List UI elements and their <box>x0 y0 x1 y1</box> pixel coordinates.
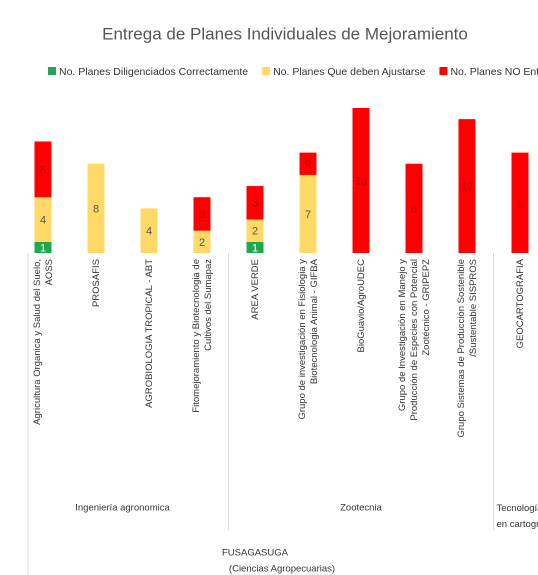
data-label: 3 <box>199 209 205 221</box>
bar-segment <box>34 141 52 198</box>
bar-segment <box>246 219 264 242</box>
data-label: 2 <box>305 159 311 171</box>
x-tick-label: Grupo Sistemas de Producción Sostenible/… <box>456 259 479 438</box>
bar-segment <box>34 241 52 253</box>
legend-label: No. Planes Que deben Ajustarse <box>273 66 426 78</box>
data-label: 9 <box>517 198 523 210</box>
data-label: 1 <box>40 242 46 254</box>
data-label: 2 <box>252 226 258 238</box>
legend-label: No. Planes Diligenciados Correctamente <box>59 66 248 78</box>
x-tick-label: GEOCARTOGRAFIA <box>515 258 526 348</box>
legend-swatch <box>262 67 271 75</box>
bar-segment <box>511 152 529 253</box>
data-label: 12 <box>461 181 473 193</box>
data-label: 2 <box>199 237 205 249</box>
bar-segment <box>140 208 158 253</box>
x-tick-label: PROSAFIS <box>91 259 102 307</box>
legend-swatch <box>48 67 56 75</box>
bar-segment <box>352 108 370 253</box>
bar-segment <box>87 163 105 253</box>
x-tick-label: Grupo de investigación en Fisiologia yBi… <box>297 258 320 419</box>
x-tick-label: Agricultura Organica y Salud del Suelo,A… <box>32 259 55 425</box>
top-group-sublabel: (Ciencias Agropecuarias) <box>229 564 335 575</box>
data-label: 4 <box>40 214 46 226</box>
bar-segment <box>193 197 211 231</box>
group-label: Ingeniería agronomica <box>75 503 170 514</box>
chart-title: Entrega de Planes Individuales de Mejora… <box>102 24 468 43</box>
data-label: 8 <box>93 203 99 215</box>
data-label: 3 <box>252 198 258 210</box>
data-label: 4 <box>146 226 152 238</box>
top-group-label: FUSAGASUGA <box>222 548 289 559</box>
bar-segment <box>193 230 211 253</box>
group-label: Zootecnia <box>340 503 382 514</box>
data-label: 5 <box>40 164 46 176</box>
x-tick-label: Fitomejoramiento y Biotecnologia deCulti… <box>191 259 214 413</box>
x-tick-label: AGROBIOLOGIA TROPICAL - ABT <box>144 259 155 408</box>
bar-segment <box>299 152 317 175</box>
data-label: 1 <box>252 242 258 254</box>
bar-segment <box>299 174 317 253</box>
data-label: 8 <box>411 203 417 215</box>
bar-segment <box>405 163 423 253</box>
bar-segment <box>458 119 476 254</box>
data-label: 7 <box>305 209 311 221</box>
x-tick-label: AREA VERDE <box>250 259 261 320</box>
bar-segment <box>246 186 264 220</box>
legend-label: No. Planes NO Entregados <box>450 66 538 78</box>
bar-segment <box>246 241 264 253</box>
x-tick-label: Grupo de Investigación en Manejo yProduc… <box>397 259 432 421</box>
data-label: 13 <box>355 175 367 187</box>
bar-segment <box>34 197 52 242</box>
legend-swatch <box>439 67 448 75</box>
x-tick-label: BioGuavio/AgroUDEC <box>356 259 367 353</box>
